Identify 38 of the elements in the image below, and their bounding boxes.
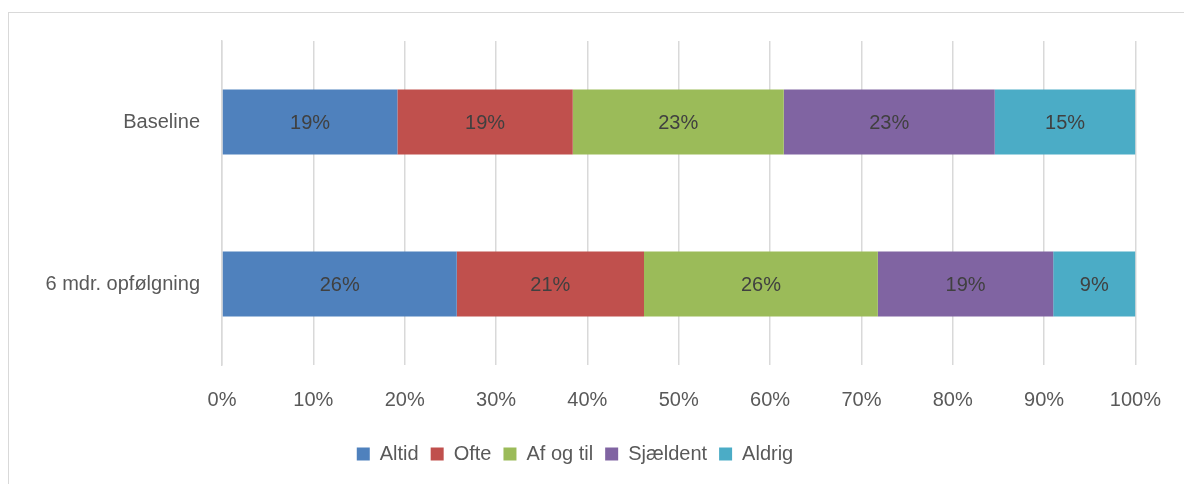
- data-label: 19%: [945, 272, 986, 295]
- x-tick-label: 0%: [207, 387, 237, 410]
- bar: [783, 89, 995, 155]
- bar: [456, 251, 644, 317]
- bar: [572, 89, 784, 155]
- legend-label: Af og til: [526, 441, 594, 464]
- bar: [222, 89, 398, 155]
- bar: [877, 251, 1054, 317]
- y-tick-label: Baseline: [123, 109, 200, 132]
- x-tick-label: 100%: [1109, 387, 1162, 410]
- data-label: 15%: [1045, 110, 1086, 133]
- data-label: 23%: [869, 110, 910, 133]
- data-label: 19%: [465, 110, 506, 133]
- bar: [994, 89, 1136, 155]
- data-label: 23%: [658, 110, 699, 133]
- data-label: 26%: [740, 272, 782, 295]
- bar: [644, 251, 878, 317]
- bar: [1053, 251, 1136, 317]
- legend-label: Altid: [379, 441, 419, 464]
- x-tick-label: 40%: [567, 387, 608, 410]
- data-label: 9%: [1079, 272, 1109, 295]
- data-label: 26%: [319, 272, 360, 295]
- data-label: 21%: [530, 272, 571, 295]
- legend-label: Sjældent: [628, 441, 708, 464]
- x-tick-label: 50%: [658, 387, 699, 410]
- x-tick-label: 20%: [384, 387, 425, 410]
- x-tick-label: 10%: [293, 387, 334, 410]
- y-tick-label: 6 mdr. opfølgning: [45, 271, 200, 294]
- x-tick-label: 80%: [932, 387, 973, 410]
- legend-label: Ofte: [453, 441, 492, 464]
- x-tick-label: 70%: [841, 387, 882, 410]
- x-tick-label: 90%: [1024, 387, 1065, 410]
- x-tick-label: 60%: [750, 387, 791, 410]
- bar: [222, 251, 457, 317]
- x-tick-label: 30%: [476, 387, 517, 410]
- data-label: 19%: [290, 110, 331, 133]
- legend-label: Aldrig: [742, 441, 794, 464]
- bar: [397, 89, 573, 155]
